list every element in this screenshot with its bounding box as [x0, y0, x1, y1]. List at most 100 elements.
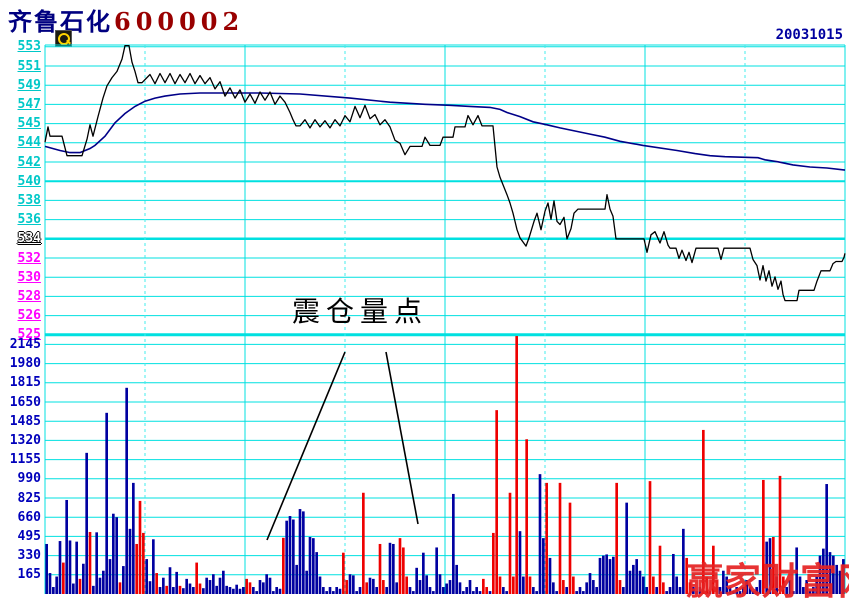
- price-label-534: 534: [17, 231, 41, 247]
- volume-bar: [585, 582, 588, 594]
- volume-bar: [345, 580, 348, 594]
- volume-bar: [842, 559, 845, 594]
- volume-bar: [225, 585, 228, 594]
- volume-bar: [835, 564, 838, 594]
- volume-bar: [128, 528, 132, 594]
- volume-bar: [112, 513, 115, 594]
- volume-bar: [795, 547, 798, 594]
- volume-bar: [805, 580, 808, 594]
- volume-bar: [518, 531, 522, 594]
- volume-bar: [328, 587, 332, 594]
- volume-bar: [372, 578, 375, 594]
- volume-bar: [505, 591, 508, 594]
- volume-bar: [422, 552, 425, 594]
- window-title: 齐鲁石化600002: [8, 2, 244, 37]
- volume-bar: [715, 580, 718, 594]
- volume-bar: [252, 587, 255, 594]
- date-label: 20031015: [775, 27, 843, 43]
- price-label-526: 526: [17, 308, 41, 324]
- volume-bar: [782, 576, 785, 594]
- volume-bar: [392, 543, 395, 594]
- stock-code: 600002: [114, 7, 245, 36]
- volume-bar: [172, 587, 175, 594]
- price-label-549: 549: [17, 77, 41, 93]
- volume-bar: [785, 587, 788, 594]
- volume-bar: [378, 543, 382, 594]
- volume-label-1980: 1980: [9, 356, 41, 372]
- volume-bar: [305, 570, 308, 594]
- volume-bar: [618, 580, 622, 594]
- volume-bar: [815, 576, 818, 594]
- price-label-542: 542: [17, 154, 41, 170]
- volume-bar: [312, 538, 315, 594]
- volume-bar: [635, 559, 638, 594]
- volume-bar: [535, 591, 538, 594]
- volume-bar: [155, 573, 158, 594]
- price-label-525: 525: [17, 327, 41, 343]
- volume-bar: [652, 576, 655, 594]
- volume-bar: [478, 591, 482, 594]
- volume-bar: [788, 580, 792, 594]
- volume-bar: [288, 516, 292, 594]
- volume-bar: [385, 587, 388, 594]
- volume-bar: [388, 542, 392, 594]
- volume-bar: [762, 479, 765, 594]
- volume-bar: [138, 500, 142, 594]
- magnifier-lens: [58, 33, 70, 45]
- volume-bar: [718, 587, 722, 594]
- volume-bar: [45, 543, 48, 594]
- volume-bar: [628, 570, 632, 594]
- volume-bar: [108, 559, 112, 594]
- volume-bar: [162, 577, 165, 594]
- volume-bar: [335, 587, 338, 594]
- volume-bar: [75, 541, 78, 594]
- volume-bar: [198, 583, 202, 594]
- price-label-538: 538: [17, 192, 41, 208]
- volume-bar: [565, 587, 568, 594]
- volume-label-1815: 1815: [9, 375, 41, 391]
- volume-bar: [182, 588, 185, 594]
- volume-bar: [722, 570, 725, 594]
- volume-bar: [365, 582, 368, 594]
- volume-bar: [542, 538, 545, 594]
- volume-bar: [255, 591, 258, 594]
- volume-bar: [502, 587, 505, 594]
- volume-bar: [828, 552, 832, 594]
- volume-label-990: 990: [17, 471, 41, 487]
- volume-bar: [455, 564, 458, 594]
- volume-bar: [65, 499, 68, 594]
- volume-bar: [98, 577, 102, 594]
- annotation-text: 震仓量点: [292, 295, 429, 328]
- volume-bar: [115, 517, 118, 594]
- volume-bar: [355, 591, 358, 594]
- volume-bar: [655, 587, 658, 594]
- volume-bar: [88, 531, 92, 594]
- volume-bar: [152, 539, 155, 594]
- volume-bar: [105, 412, 108, 594]
- volume-bar: [798, 576, 802, 594]
- volume-bar: [688, 582, 692, 594]
- volume-bar: [738, 591, 742, 594]
- volume-bar: [425, 575, 428, 594]
- volume-bar: [438, 574, 442, 594]
- volume-bar: [508, 492, 512, 594]
- volume-label-1650: 1650: [9, 394, 41, 410]
- volume-bar: [745, 580, 748, 594]
- volume-bar: [538, 474, 542, 594]
- volume-bar: [692, 587, 695, 594]
- volume-bar: [145, 559, 148, 594]
- volume-bar: [398, 538, 402, 594]
- volume-bar: [308, 536, 312, 594]
- volume-bar: [662, 582, 665, 594]
- volume-bar: [102, 570, 105, 594]
- volume-label-330: 330: [17, 548, 41, 564]
- volume-bar: [322, 587, 325, 594]
- price-label-528: 528: [17, 288, 41, 304]
- volume-bar: [695, 591, 698, 594]
- volume-bar: [488, 591, 492, 594]
- volume-bar: [808, 591, 812, 594]
- volume-bar: [342, 552, 345, 594]
- volume-bar: [142, 532, 145, 594]
